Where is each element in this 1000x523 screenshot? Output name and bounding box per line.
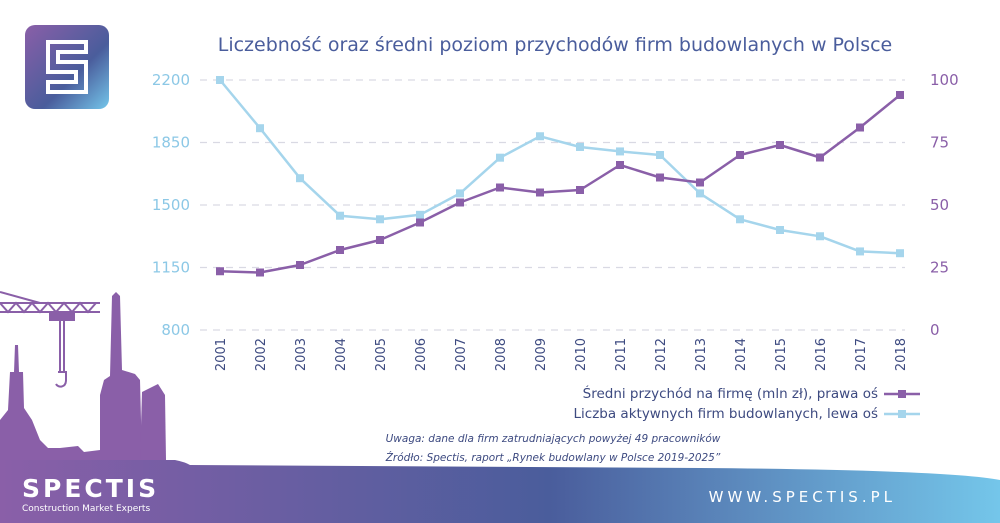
legend-swatch-firms xyxy=(884,410,920,418)
data-point-firms xyxy=(856,247,864,256)
crane-icon xyxy=(0,291,100,388)
left-tick-label: 1150 xyxy=(152,259,190,277)
brand-tagline: Construction Market Experts xyxy=(22,504,150,514)
data-point-firms xyxy=(736,215,744,224)
left-tick-label: 1500 xyxy=(152,196,190,214)
data-point-revenue xyxy=(736,151,744,159)
x-tick-label: 2002 xyxy=(254,338,269,371)
data-point-revenue xyxy=(816,153,824,162)
data-point-firms xyxy=(576,142,584,151)
legend-swatch-revenue xyxy=(884,390,920,398)
right-axis-ticks: 100 75 50 25 0 xyxy=(930,71,959,339)
data-point-revenue xyxy=(376,236,384,244)
data-point-firms xyxy=(816,232,824,241)
x-tick-label: 2004 xyxy=(334,338,349,371)
data-point-firms xyxy=(776,226,784,234)
data-point-firms xyxy=(496,153,504,162)
data-point-revenue xyxy=(496,183,504,192)
x-tick-label: 2013 xyxy=(694,338,709,371)
data-point-revenue xyxy=(416,218,424,227)
data-point-firms xyxy=(296,174,304,183)
data-point-revenue xyxy=(896,91,904,99)
x-tick-label: 2006 xyxy=(414,338,429,371)
footer-band xyxy=(0,460,1000,523)
right-tick-label: 50 xyxy=(930,196,949,214)
note-text: Uwaga: dane dla firm zatrudniających pow… xyxy=(386,433,721,445)
left-tick-label: 1850 xyxy=(152,134,190,152)
data-point-firms xyxy=(216,76,224,84)
x-tick-label: 2009 xyxy=(534,338,549,371)
right-tick-label: 25 xyxy=(930,259,949,277)
data-point-revenue xyxy=(256,268,264,277)
left-tick-label: 2200 xyxy=(152,71,190,89)
x-tick-label: 2008 xyxy=(494,338,509,371)
x-tick-label: 2011 xyxy=(614,338,629,371)
x-tick-label: 2007 xyxy=(454,338,469,371)
data-point-revenue xyxy=(776,141,784,149)
source-text: Źródło: Spectis, raport „Rynek budowlany… xyxy=(385,451,721,464)
gridlines xyxy=(200,79,905,331)
legend-label-revenue: Średni przychód na firmę (mln zł), prawa… xyxy=(583,384,878,402)
left-tick-label: 800 xyxy=(161,321,190,339)
x-tick-label: 2012 xyxy=(654,338,669,371)
x-tick-label: 2015 xyxy=(774,338,789,371)
legend-label-firms: Liczba aktywnych firm budowlanych, lewa … xyxy=(574,406,878,422)
legend: Średni przychód na firmę (mln zł), prawa… xyxy=(574,384,920,422)
right-tick-label: 75 xyxy=(930,134,949,152)
data-point-revenue xyxy=(336,246,344,254)
x-tick-label: 2017 xyxy=(854,338,869,371)
data-point-revenue xyxy=(696,178,704,187)
x-tick-label: 2005 xyxy=(374,338,389,371)
data-point-revenue xyxy=(576,186,584,194)
data-point-revenue xyxy=(296,261,304,269)
x-tick-label: 2016 xyxy=(814,338,829,371)
brand-name: SPECTIS xyxy=(22,474,159,503)
series-layer xyxy=(216,76,904,277)
data-point-firms xyxy=(336,211,344,220)
data-point-firms xyxy=(376,215,384,224)
data-point-firms xyxy=(536,132,544,141)
data-point-firms xyxy=(416,210,424,219)
left-axis-ticks: 2200 1850 1500 1150 800 xyxy=(152,71,190,339)
x-tick-label: 2014 xyxy=(734,338,749,371)
data-point-firms xyxy=(656,151,664,159)
data-point-revenue xyxy=(856,123,864,132)
x-axis-ticks: 2001 2002 2003 2004 2005 2006 2007 2008 2009 2010… xyxy=(214,338,909,371)
data-point-firms xyxy=(896,249,904,258)
chart-title: Liczebność oraz średni poziom przychodów… xyxy=(218,34,893,56)
data-point-revenue xyxy=(456,198,464,207)
right-tick-label: 100 xyxy=(930,71,959,89)
series-line-revenue xyxy=(219,94,901,274)
data-point-revenue xyxy=(536,188,544,197)
right-tick-label: 0 xyxy=(930,321,940,339)
data-point-firms xyxy=(616,147,624,156)
data-point-firms xyxy=(696,189,704,198)
data-point-revenue xyxy=(656,173,664,182)
data-point-revenue xyxy=(616,161,624,169)
x-tick-label: 2010 xyxy=(574,338,589,371)
logo-icon xyxy=(25,25,109,109)
series-line-firms xyxy=(219,79,901,255)
data-point-revenue xyxy=(216,267,224,276)
data-point-firms xyxy=(256,124,264,133)
website-url: WWW.SPECTIS.PL xyxy=(709,488,896,506)
skyline-illustration xyxy=(0,292,166,460)
x-tick-label: 2001 xyxy=(214,338,229,371)
data-point-firms xyxy=(456,189,464,198)
x-tick-label: 2018 xyxy=(894,338,909,371)
x-tick-label: 2003 xyxy=(294,338,309,371)
